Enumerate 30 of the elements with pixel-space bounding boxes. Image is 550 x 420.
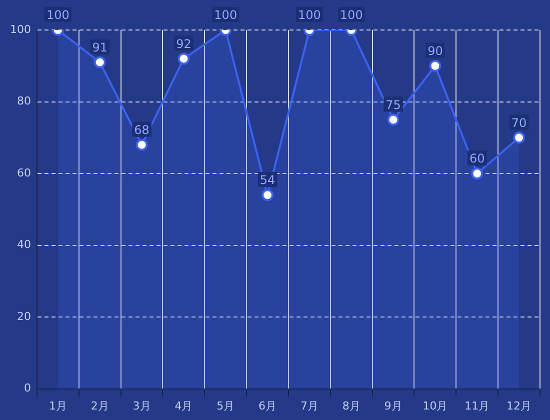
- x-tick-label: 10月: [422, 399, 448, 412]
- x-tick-label: 4月: [174, 399, 193, 412]
- data-label: 91: [92, 40, 108, 54]
- y-tick-label: 60: [16, 166, 31, 180]
- x-tick-label: 5月: [216, 399, 235, 412]
- y-tick-label: 40: [16, 238, 31, 252]
- x-tick-label: 2月: [90, 399, 109, 412]
- data-label: 100: [340, 8, 363, 22]
- data-label: 92: [176, 36, 192, 51]
- data-label: 54: [260, 173, 276, 188]
- x-tick-label: 11月: [464, 399, 490, 412]
- x-tick-label: 3月: [132, 399, 151, 412]
- y-tick-label: 0: [24, 382, 31, 395]
- data-label: 100: [46, 8, 70, 22]
- x-tick-label: 1月: [48, 399, 67, 412]
- data-label: 100: [214, 8, 238, 22]
- data-label: 75: [386, 98, 401, 112]
- y-tick-label: 80: [16, 94, 31, 108]
- data-label: 70: [511, 116, 527, 130]
- data-label: 68: [134, 122, 150, 137]
- x-tick-label: 9月: [384, 399, 402, 412]
- x-tick-label: 6月: [258, 399, 277, 412]
- data-label: 100: [298, 8, 321, 22]
- x-tick-label: 7月: [300, 399, 318, 412]
- x-tick-label: 8月: [342, 399, 360, 412]
- x-tick-label: 12月: [506, 399, 532, 412]
- data-label: 60: [469, 152, 485, 166]
- y-tick-label: 20: [16, 310, 31, 323]
- y-tick-label: 100: [10, 22, 31, 36]
- data-label: 90: [428, 44, 443, 58]
